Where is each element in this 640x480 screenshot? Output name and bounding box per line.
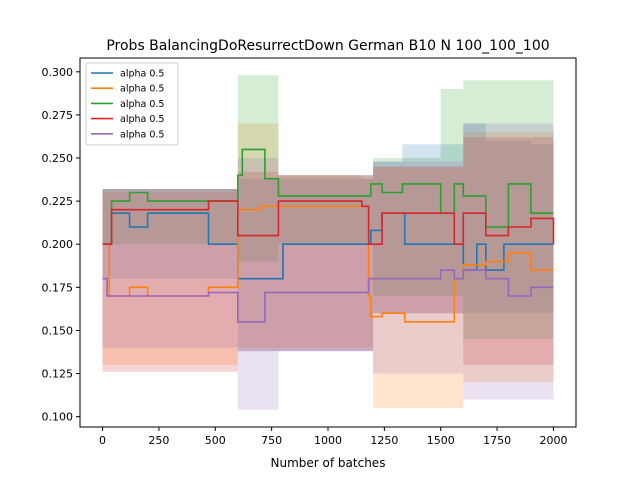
x-tick-label: 1250 [370, 434, 398, 447]
x-tick-label: 0 [99, 434, 106, 447]
y-tick-label: 0.175 [42, 281, 74, 294]
y-tick-label: 0.125 [42, 368, 74, 381]
legend-label: alpha 0.5 [120, 129, 164, 140]
y-tick-label: 0.300 [42, 66, 74, 79]
y-tick-label: 0.200 [42, 238, 74, 251]
y-tick-label: 0.100 [42, 411, 74, 424]
x-tick-label: 1750 [483, 434, 511, 447]
legend-box [85, 62, 179, 146]
legend: alpha 0.5 alpha 0.5 alpha 0.5 alpha 0.5 alph… [85, 62, 179, 146]
y-tick-label: 0.250 [42, 152, 74, 165]
x-tick-label: 500 [205, 434, 226, 447]
x-axis: 0 250 500 750 1000 1250 1500 1750 2000 [99, 427, 567, 447]
x-tick-label: 2000 [539, 434, 567, 447]
y-tick-label: 0.225 [42, 195, 74, 208]
x-tick-label: 750 [261, 434, 282, 447]
x-axis-label: Number of batches [271, 456, 386, 470]
series-1-band [102, 123, 554, 352]
legend-label: alpha 0.5 [120, 99, 164, 110]
x-tick-label: 1000 [314, 434, 342, 447]
y-tick-label: 0.150 [42, 324, 74, 337]
series-1-line [102, 212, 554, 280]
legend-label: alpha 0.5 [120, 84, 164, 95]
series-3-line [102, 148, 554, 245]
y-axis: 0.100 0.125 0.150 0.175 0.200 0.225 0.250 0.275… [42, 66, 80, 424]
chart-title: Probs BalancingDoResurrectDown German B1… [106, 38, 549, 54]
x-tick-label: 1500 [427, 434, 455, 447]
legend-label: alpha 0.5 [120, 69, 164, 80]
series-4-line [102, 200, 555, 245]
series-lines [102, 148, 555, 323]
x-tick-label: 250 [148, 434, 169, 447]
y-tick-label: 0.275 [42, 109, 74, 122]
series-5-line [102, 269, 554, 323]
legend-label: alpha 0.5 [120, 114, 164, 125]
